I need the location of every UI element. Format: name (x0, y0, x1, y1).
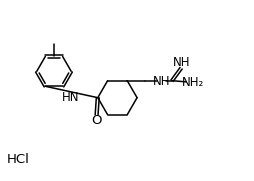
Text: NH₂: NH₂ (182, 76, 204, 89)
Text: NH: NH (153, 75, 170, 88)
Text: NH: NH (173, 56, 191, 70)
Text: HN: HN (62, 91, 80, 104)
Text: O: O (91, 114, 102, 127)
Text: HCl: HCl (7, 153, 29, 167)
